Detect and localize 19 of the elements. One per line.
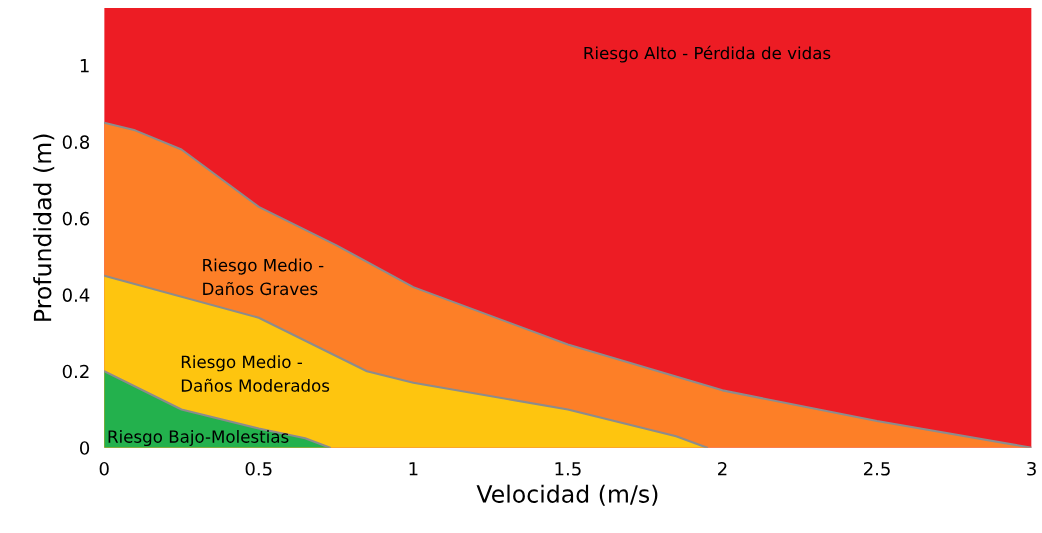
y-tick-label: 0.8	[62, 135, 90, 149]
y-tick-label: 0.4	[62, 288, 90, 302]
annotation: Riesgo Alto - Pérdida de vidas	[584, 45, 831, 63]
y-axis-title: Profundidad (m)	[33, 134, 55, 321]
annotation: Riesgo Medio - Daños Graves	[203, 258, 324, 296]
x-tick-label: 0.5	[245, 461, 272, 476]
x-tick-label: 0	[99, 461, 109, 476]
y-tick-label: 0	[80, 441, 90, 455]
x-tick-label: 3	[1027, 461, 1036, 476]
x-tick-label: 1	[409, 462, 418, 476]
y-tick-label: 1	[80, 59, 89, 73]
x-tick-label: 1.5	[555, 462, 581, 476]
x-tick-label: 2	[718, 461, 727, 476]
y-tick-label: 0.2	[62, 364, 89, 379]
x-axis-title: Velocidad (m/s)	[476, 484, 658, 506]
x-tick-label: 2.5	[863, 461, 890, 476]
y-tick-label: 0.6	[62, 211, 90, 226]
annotation: Riesgo Medio - Daños Moderados	[181, 355, 330, 392]
annotation: Riesgo Bajo-Molestias	[108, 429, 289, 447]
